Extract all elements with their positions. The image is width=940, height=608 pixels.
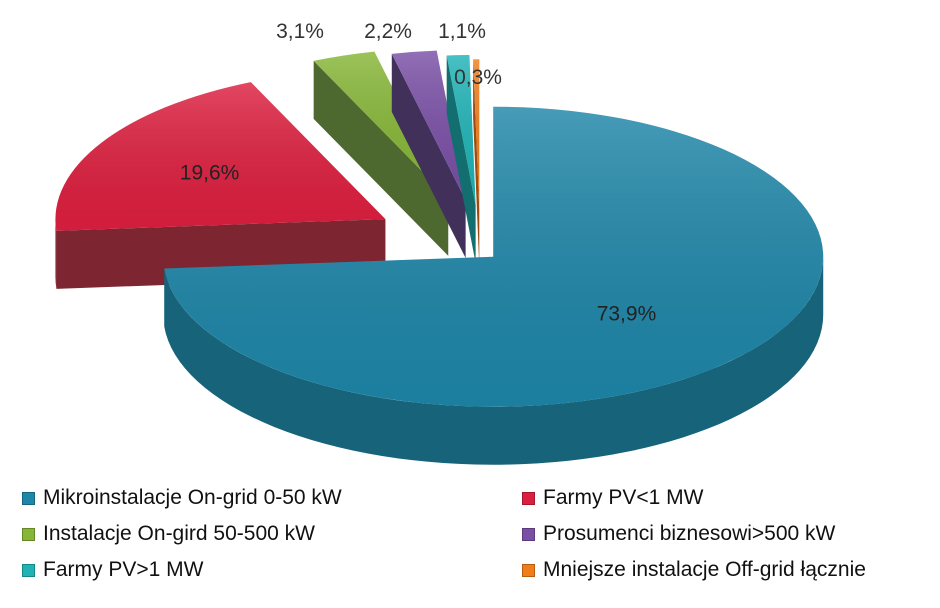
slice-top-shade bbox=[55, 82, 386, 231]
legend-swatch bbox=[522, 563, 535, 577]
legend-swatch bbox=[522, 527, 535, 541]
data-label-prosumenci: 2,2% bbox=[364, 20, 412, 43]
legend-swatch bbox=[22, 527, 35, 541]
legend-swatch bbox=[22, 491, 35, 505]
legend-swatch bbox=[22, 563, 35, 577]
legend-item-prosumenci: Prosumenci biznesowi>500 kW bbox=[522, 522, 835, 546]
slice-wall bbox=[473, 59, 480, 268]
legend-item-off-grid: Mniejsze instalacje Off-grid łącznie bbox=[522, 558, 866, 582]
slice-wall bbox=[391, 53, 466, 259]
data-label-farmy-pv-small: 19,6% bbox=[180, 162, 240, 185]
legend-item-farmy-pv-large: Farmy PV>1 MW bbox=[22, 558, 203, 582]
legend-label: Farmy PV<1 MW bbox=[543, 486, 704, 509]
pie-slice-instalacje-on-gird bbox=[313, 51, 449, 256]
legend-item-mikroinstalacje: Mikroinstalacje On-grid 0-50 kW bbox=[22, 486, 342, 510]
data-label-mikroinstalacje: 73,9% bbox=[597, 303, 657, 326]
legend-label: Farmy PV>1 MW bbox=[43, 558, 204, 581]
slice-side bbox=[164, 256, 824, 465]
slice-top-shade bbox=[473, 59, 480, 210]
legend-label: Mniejsze instalacje Off-grid łącznie bbox=[543, 558, 866, 581]
slice-top-shade bbox=[313, 51, 449, 198]
slice-side bbox=[55, 219, 57, 289]
data-label-farmy-pv-large: 1,1% bbox=[438, 20, 486, 43]
slice-wall bbox=[446, 55, 476, 263]
pie-slice-off-grid bbox=[473, 59, 480, 268]
legend-item-farmy-pv-small: Farmy PV<1 MW bbox=[522, 486, 703, 510]
legend-item-instalacje-on-gird: Instalacje On-gird 50-500 kW bbox=[22, 522, 315, 546]
pie-slice-farmy-pv-large bbox=[446, 54, 476, 263]
data-label-off-grid: 0,3% bbox=[454, 66, 502, 89]
slice-wall bbox=[313, 60, 449, 256]
pie-chart: 73,9% 19,6% 3,1% 2,2% 1,1% 0,3% bbox=[55, 20, 824, 465]
slice-top-shade bbox=[446, 54, 476, 205]
legend-label: Mikroinstalacje On-grid 0-50 kW bbox=[43, 486, 342, 509]
legend-label: Prosumenci biznesowi>500 kW bbox=[543, 522, 836, 545]
data-label-instalacje-on-gird: 3,1% bbox=[276, 20, 324, 43]
slice-top-shade bbox=[391, 50, 466, 201]
legend-label: Instalacje On-gird 50-500 kW bbox=[43, 522, 315, 545]
legend-swatch bbox=[522, 491, 535, 505]
pie-slice-prosumenci bbox=[391, 50, 466, 259]
slice-top-shade bbox=[164, 106, 824, 407]
pie-slice-mikroinstalacje bbox=[164, 106, 824, 465]
